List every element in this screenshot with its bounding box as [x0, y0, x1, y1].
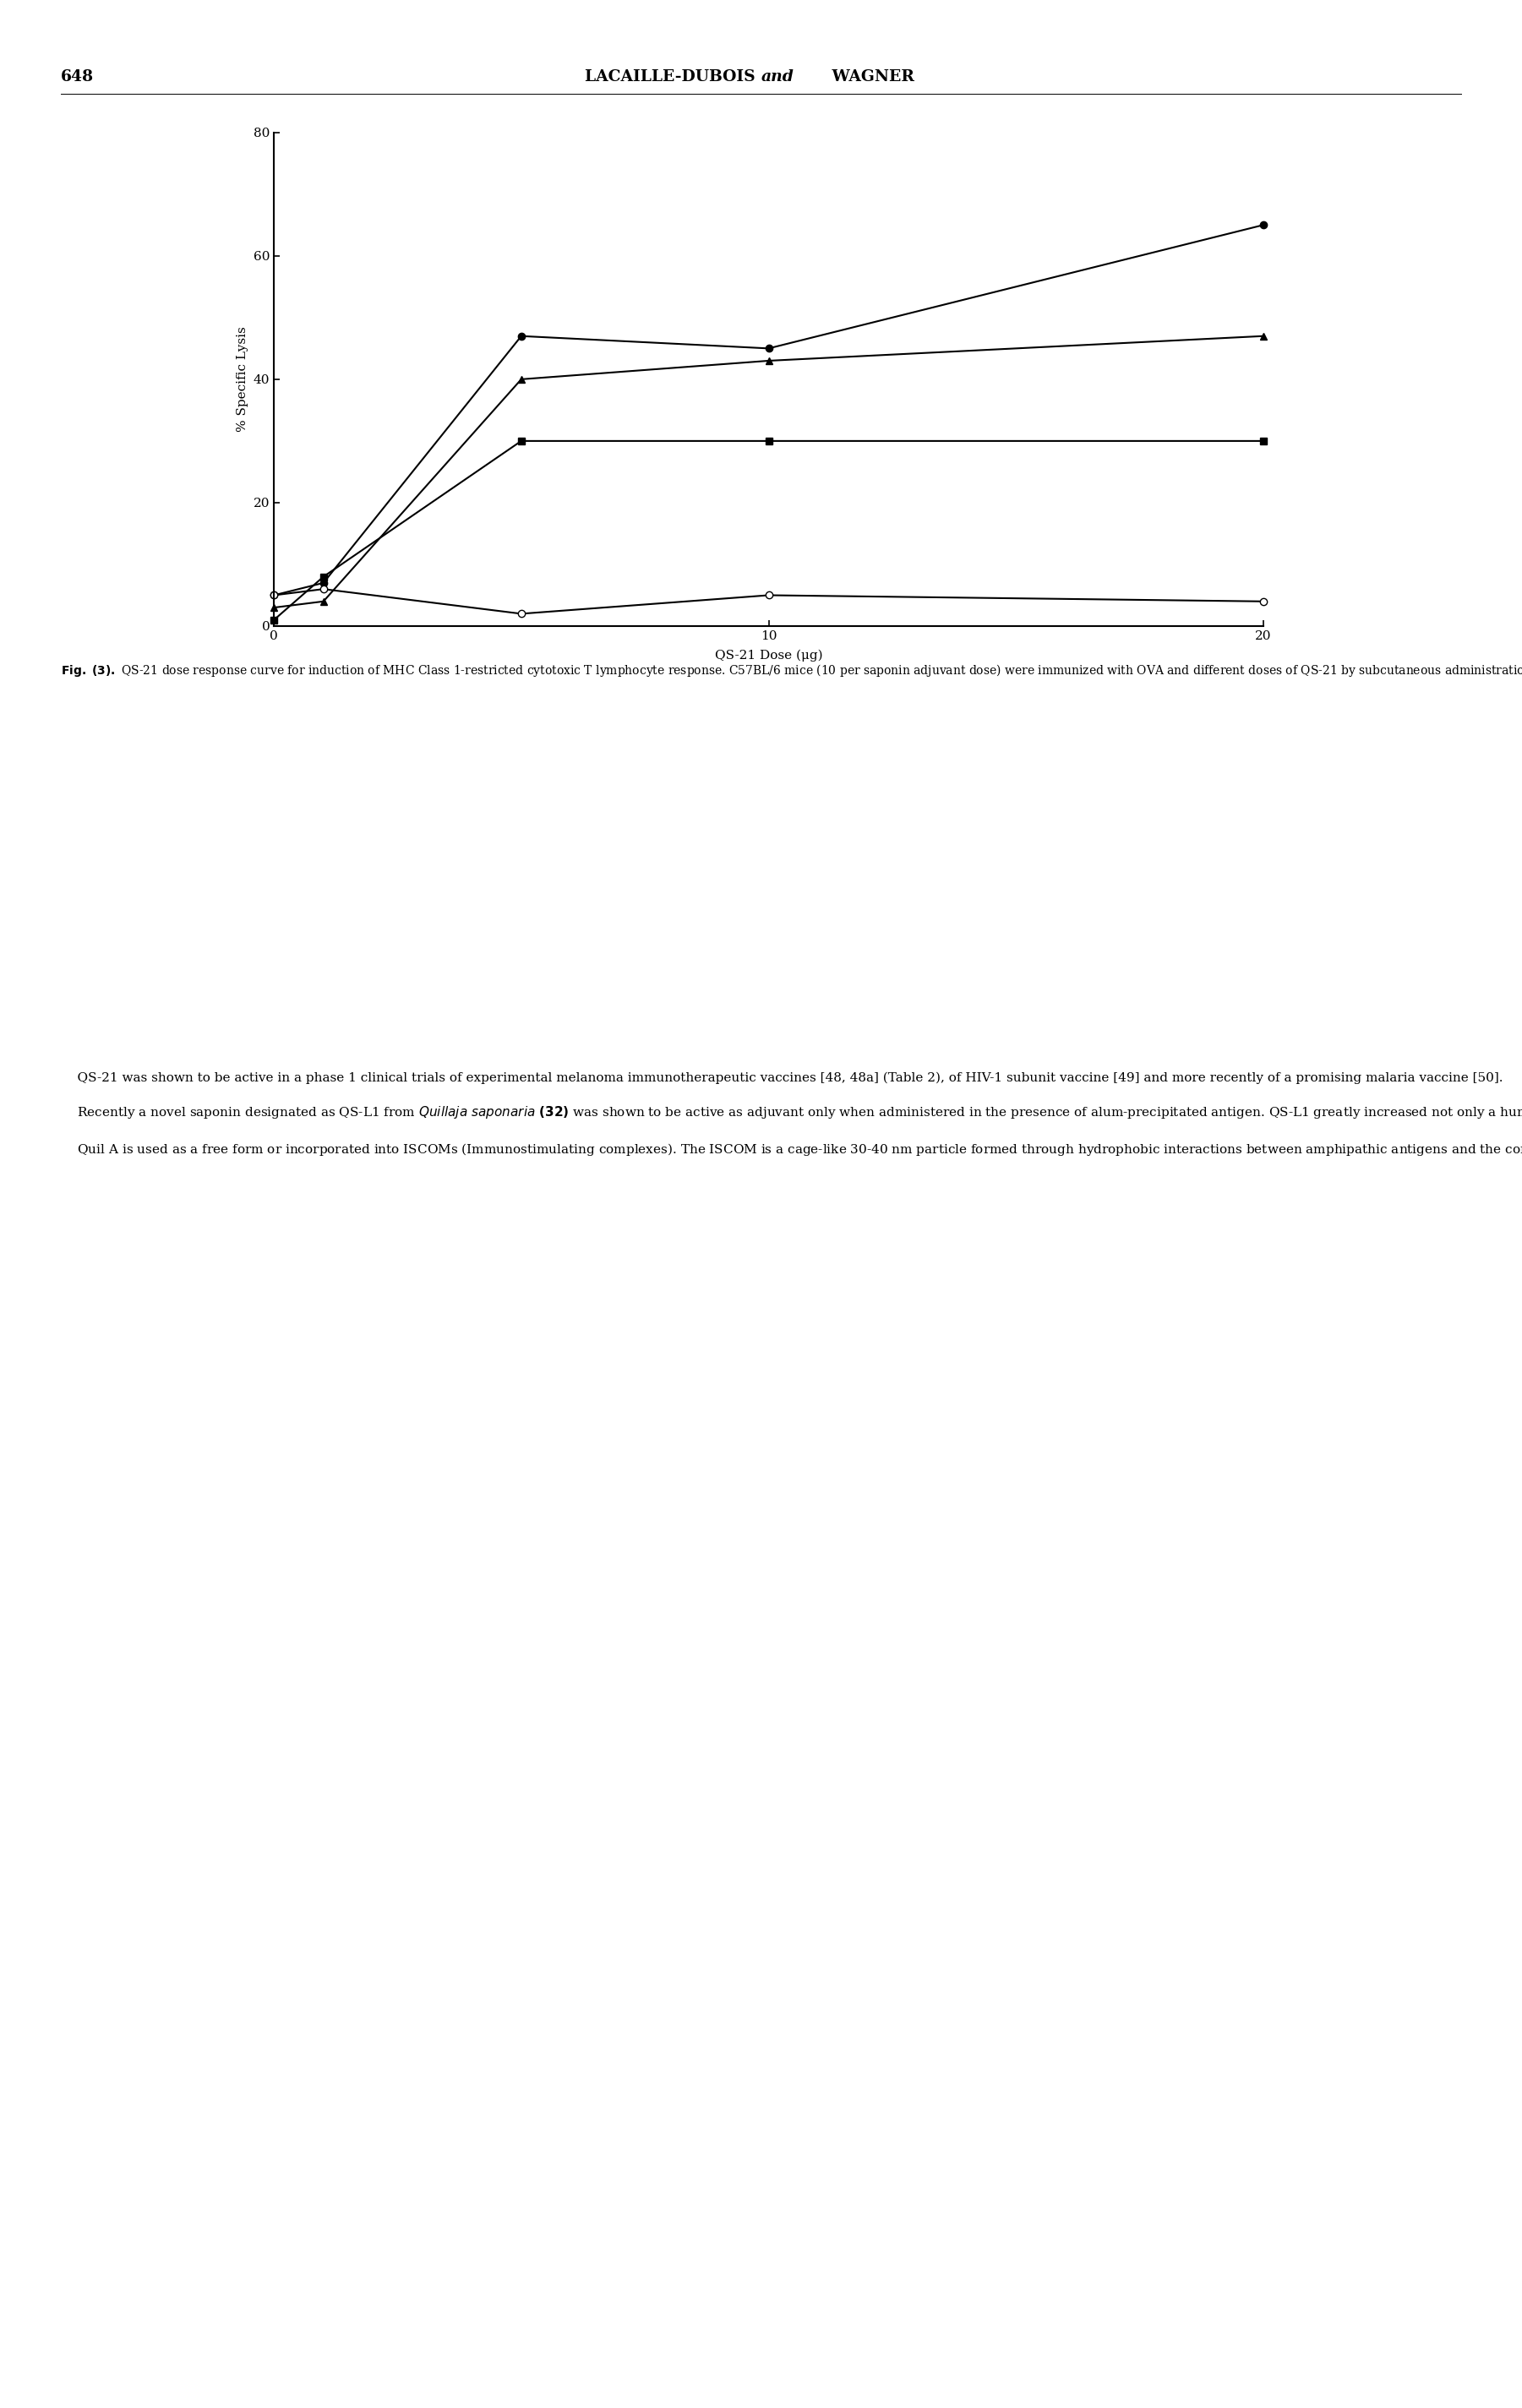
Text: QS-21 was shown to be active in a phase 1 clinical trials of experimental melano: QS-21 was shown to be active in a phase …	[61, 1072, 1522, 1158]
Text: and: and	[761, 70, 794, 84]
Text: WAGNER: WAGNER	[826, 70, 915, 84]
Text: 648: 648	[61, 70, 94, 84]
Y-axis label: % Specific Lysis: % Specific Lysis	[237, 327, 248, 431]
Text: LACAILLE-DUBOIS: LACAILLE-DUBOIS	[584, 70, 761, 84]
X-axis label: QS-21 Dose (μg): QS-21 Dose (μg)	[715, 650, 822, 662]
Text: $\bf{Fig.\ (3).}$ QS-21 dose response curve for induction of MHC Class 1-restric: $\bf{Fig.\ (3).}$ QS-21 dose response cu…	[61, 662, 1522, 679]
